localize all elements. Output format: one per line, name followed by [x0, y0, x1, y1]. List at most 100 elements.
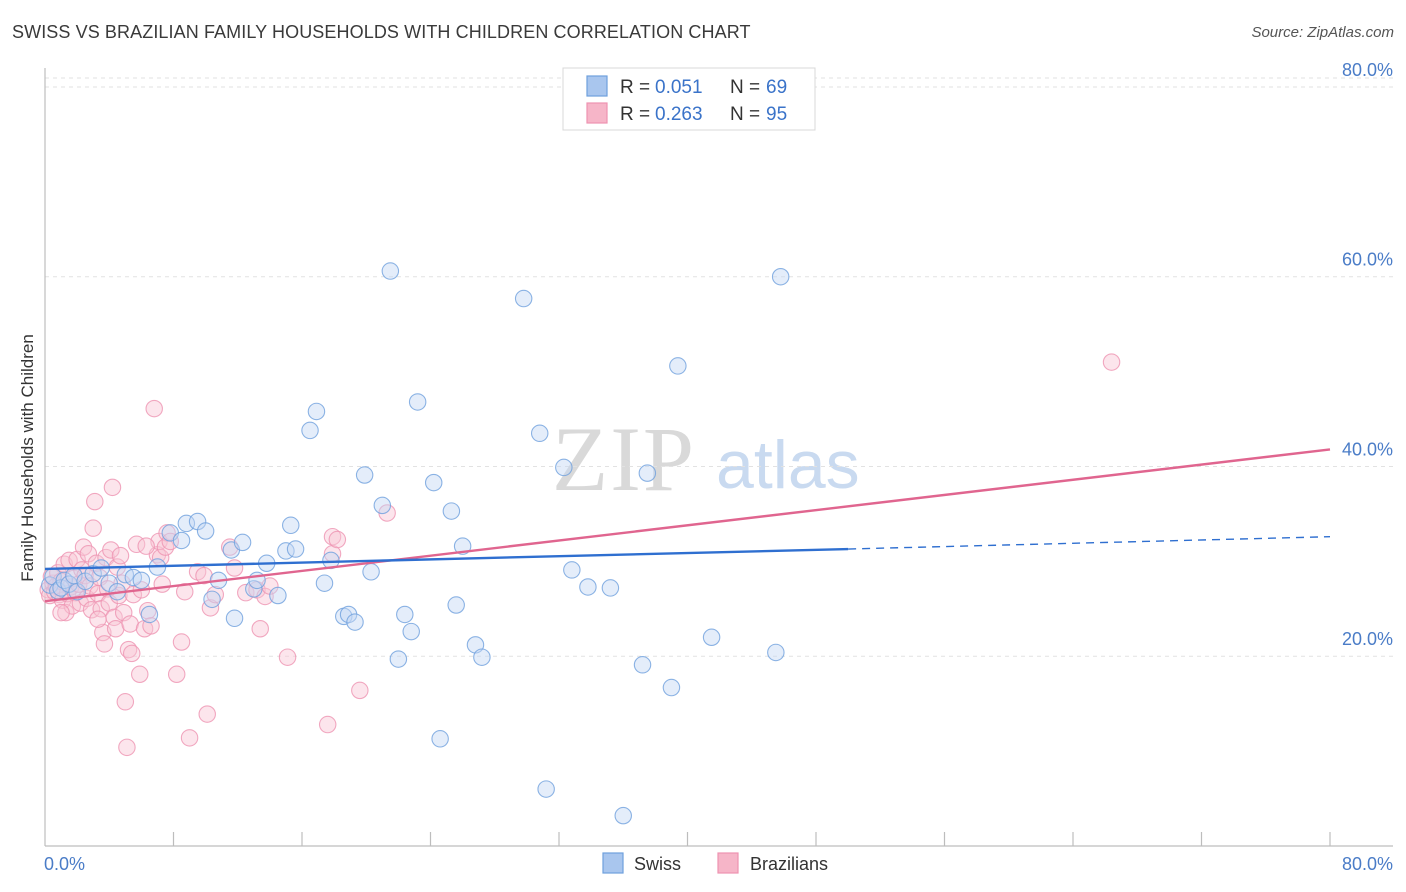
swiss-point — [530, 424, 549, 443]
brazilians-point — [121, 615, 139, 633]
brazilians-point — [106, 619, 125, 638]
bottom-legend-swatch-swiss — [602, 852, 624, 874]
bottom-legend-label-swiss: Swiss — [634, 854, 681, 874]
brazilians-point — [206, 585, 225, 604]
brazilians-point — [82, 601, 101, 619]
swiss-point — [315, 574, 334, 592]
brazilians-point — [118, 738, 136, 757]
brazilians-point — [351, 681, 369, 700]
swiss-point — [767, 643, 785, 662]
swiss-point — [389, 650, 408, 668]
brazilians-point — [278, 648, 297, 666]
watermark: ZIP atlas — [552, 408, 860, 510]
swiss-point — [307, 402, 326, 421]
bottom-legend: Swiss Brazilians — [602, 852, 828, 874]
swiss-point — [431, 730, 449, 748]
swiss-point — [633, 656, 652, 674]
swiss-point — [301, 421, 319, 440]
swiss-point — [225, 609, 244, 628]
legend-n-value-brazilians: 95 — [766, 104, 787, 125]
brazilians-point — [84, 519, 102, 537]
brazilians-point — [57, 603, 75, 622]
watermark-zip: ZIP — [552, 408, 696, 510]
legend-r-label-brazilians: R = — [620, 104, 650, 125]
swiss-point — [282, 516, 300, 535]
swiss-point — [514, 289, 533, 308]
chart-title: SWISS VS BRAZILIAN FAMILY HOUSEHOLDS WIT… — [12, 22, 751, 42]
swiss-point — [473, 648, 491, 666]
y-tick-label-40: 40.0% — [1342, 439, 1393, 459]
brazilians-trend-line — [44, 448, 1331, 603]
swiss-point — [346, 613, 364, 631]
swiss-point — [771, 267, 790, 286]
swiss-point — [172, 531, 191, 550]
brazilians-point — [180, 729, 199, 747]
brazilians-point — [323, 527, 342, 546]
swiss-point — [447, 596, 465, 614]
trend-lines — [44, 448, 1331, 603]
brazilians-point — [328, 530, 347, 549]
y-axis-tick-labels: 20.0% 40.0% 60.0% 80.0% — [1342, 60, 1393, 649]
legend-r-value-brazilians: 0.263 — [655, 104, 703, 125]
legend-n-label-swiss: N = — [730, 77, 760, 98]
brazilians-point — [220, 538, 239, 556]
brazilians-point — [122, 644, 141, 663]
brazilians-point — [225, 559, 244, 577]
brazilians-point — [114, 603, 133, 622]
swiss-point — [140, 605, 159, 624]
swiss-point — [373, 496, 392, 515]
swiss-point — [442, 502, 461, 520]
brazilians-point — [95, 635, 114, 653]
brazilians-point — [198, 705, 216, 723]
brazilians-point — [103, 478, 122, 497]
swiss-point — [132, 571, 151, 590]
brazilians-point — [111, 546, 130, 565]
swiss-point — [381, 262, 400, 280]
top-legend: R = 0.051 N = 69 R = 0.263 N = 95 — [562, 67, 816, 131]
swiss-point — [601, 579, 620, 597]
legend-swatch-brazilians — [586, 102, 608, 124]
legend-n-label-brazilians: N = — [730, 104, 760, 125]
swiss-point — [537, 780, 555, 798]
swiss-point — [555, 458, 573, 477]
x-tick-label-min: 0.0% — [44, 854, 85, 874]
swiss-point — [662, 678, 681, 697]
swiss-point — [424, 473, 443, 492]
brazilians-point — [137, 537, 155, 555]
swiss-point — [203, 590, 221, 609]
brazilians-point — [1102, 353, 1121, 371]
brazilians-point — [131, 665, 149, 684]
brazilians-point — [89, 610, 107, 628]
swiss-point — [269, 586, 287, 605]
y-tick-label-20: 20.0% — [1342, 629, 1393, 649]
legend-r-label-swiss: R = — [620, 77, 650, 98]
swiss-point — [638, 464, 657, 482]
source-label: Source: ZipAtlas.com — [1251, 24, 1394, 41]
swiss-point — [402, 622, 420, 641]
x-axis-ticks — [172, 832, 1331, 846]
swiss-point — [177, 514, 196, 533]
y-axis-label: Family Households with Children — [18, 334, 37, 582]
brazilians-point — [237, 583, 255, 602]
brazilians-point — [116, 693, 135, 711]
gridlines — [45, 77, 1393, 657]
brazilians-point — [86, 492, 104, 511]
swiss-point — [396, 605, 414, 624]
swiss-point — [355, 466, 374, 484]
y-tick-label-60: 60.0% — [1342, 250, 1393, 270]
x-tick-label-max: 80.0% — [1342, 854, 1393, 874]
brazilians-point — [167, 665, 186, 684]
brazilians-point — [52, 603, 70, 622]
swiss-trend-line — [44, 547, 849, 571]
legend-swatch-swiss — [586, 75, 608, 97]
legend-n-value-swiss: 69 — [766, 77, 787, 98]
watermark-atlas: atlas — [716, 427, 860, 503]
swiss-trend-line-extension — [848, 535, 1331, 550]
bottom-legend-swatch-brazilians — [717, 852, 739, 874]
swiss-point — [286, 540, 305, 558]
brazilians-point — [153, 575, 172, 593]
brazilians-point — [251, 619, 269, 638]
brazilians-point — [102, 541, 120, 559]
swiss-point — [408, 393, 427, 411]
